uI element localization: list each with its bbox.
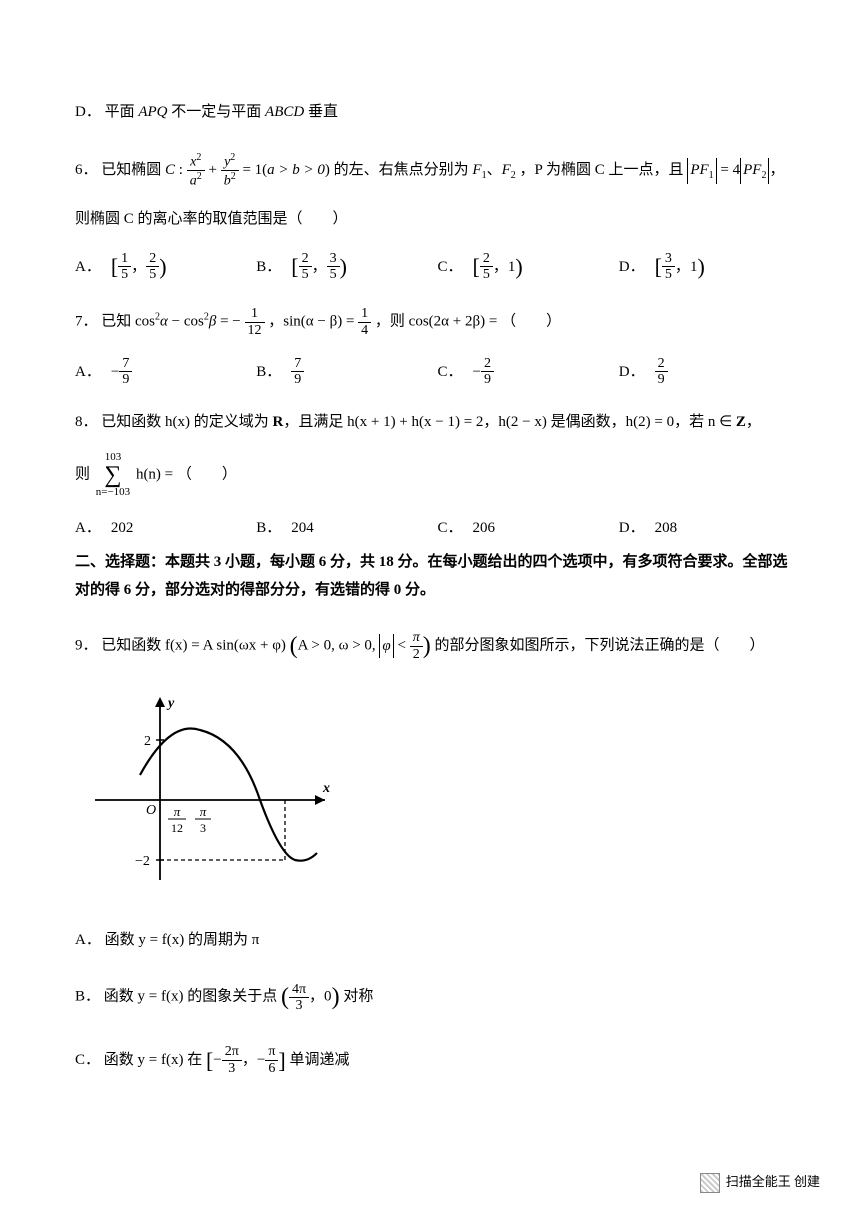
abs-pf2: PF2	[740, 158, 769, 184]
q8-option-b: B．204	[256, 516, 437, 540]
abs-pf1: PF1	[687, 158, 716, 184]
frac-y2b2: y2b2	[221, 152, 239, 189]
option-label: D．	[75, 104, 101, 120]
q6-option-d: D． [35，1)	[619, 249, 800, 284]
q8-option-d: D．208	[619, 516, 800, 540]
svg-text:2: 2	[144, 734, 151, 749]
q9-option-a: A． 函数 y = f(x) 的周期为 π	[75, 928, 800, 952]
q5-option-d: D． 平面 APQ 不一定与平面 ABCD 垂直	[75, 100, 800, 124]
q6-option-a: A． [15，25)	[75, 249, 256, 284]
q6-option-b: B． [25，35)	[256, 249, 437, 284]
q8-option-c: C．206	[438, 516, 619, 540]
q8-stem-line2: 则 103 ∑ n=−103 h(n) = （ ）	[75, 452, 800, 498]
section-2-header: 二、选择题：本题共 3 小题，每小题 6 分，共 18 分。在每小题给出的四个选…	[75, 548, 800, 605]
q8-stem-line1: 8． 已知函数 h(x) 的定义域为 R，且满足 h(x + 1) + h(x …	[75, 410, 800, 434]
q6-options: A． [15，25) B． [25，35) C． [25，1) D． [35，1…	[75, 249, 800, 284]
q7-options: A． −79 B． 79 C． −29 D． 29	[75, 356, 800, 388]
q7-option-b: B． 79	[256, 356, 437, 388]
q6-option-c: C． [25，1)	[438, 249, 619, 284]
q9-graph: y x O 2 −2 π 12 π 3	[85, 685, 800, 903]
svg-text:y: y	[166, 696, 175, 711]
q7-option-a: A． −79	[75, 356, 256, 388]
q6-stem-line1: 6． 已知椭圆 C : x2a2 + y2b2 = 1(a > b > 0) 的…	[75, 152, 800, 189]
frac-x2a2: x2a2	[187, 152, 205, 189]
svg-text:O: O	[146, 803, 156, 818]
q8-options: A．202 B．204 C．206 D．208	[75, 516, 800, 540]
svg-text:3: 3	[200, 821, 206, 835]
sum-icon: 103 ∑ n=−103	[96, 452, 130, 498]
svg-text:x: x	[322, 781, 330, 796]
svg-text:π: π	[174, 804, 181, 819]
q6-stem-line2: 则椭圆 C 的离心率的取值范围是（ ）	[75, 207, 800, 231]
q8-option-a: A．202	[75, 516, 256, 540]
q7-option-d: D． 29	[619, 356, 800, 388]
q9-options: A． 函数 y = f(x) 的周期为 π B． 函数 y = f(x) 的图象…	[75, 928, 800, 1078]
sine-graph-svg: y x O 2 −2 π 12 π 3	[85, 685, 335, 895]
watermark: 扫描全能王 创建	[700, 1172, 820, 1193]
q9-option-c: C． 函数 y = f(x) 在 [−2π3，−π6] 单调递减	[75, 1043, 800, 1078]
svg-text:π: π	[200, 804, 207, 819]
svg-text:−2: −2	[135, 854, 150, 869]
q7-option-c: C． −29	[438, 356, 619, 388]
q7-stem: 7． 已知 cos2α − cos2β = − 112 ，sin(α − β) …	[75, 306, 800, 338]
q9-option-b: B． 函数 y = f(x) 的图象关于点 (4π3，0) 对称	[75, 978, 800, 1016]
q9-stem: 9． 已知函数 f(x) = A sin(ωx + φ) (A > 0, ω >…	[75, 627, 800, 665]
camscanner-icon	[700, 1173, 720, 1193]
svg-text:12: 12	[171, 821, 183, 835]
